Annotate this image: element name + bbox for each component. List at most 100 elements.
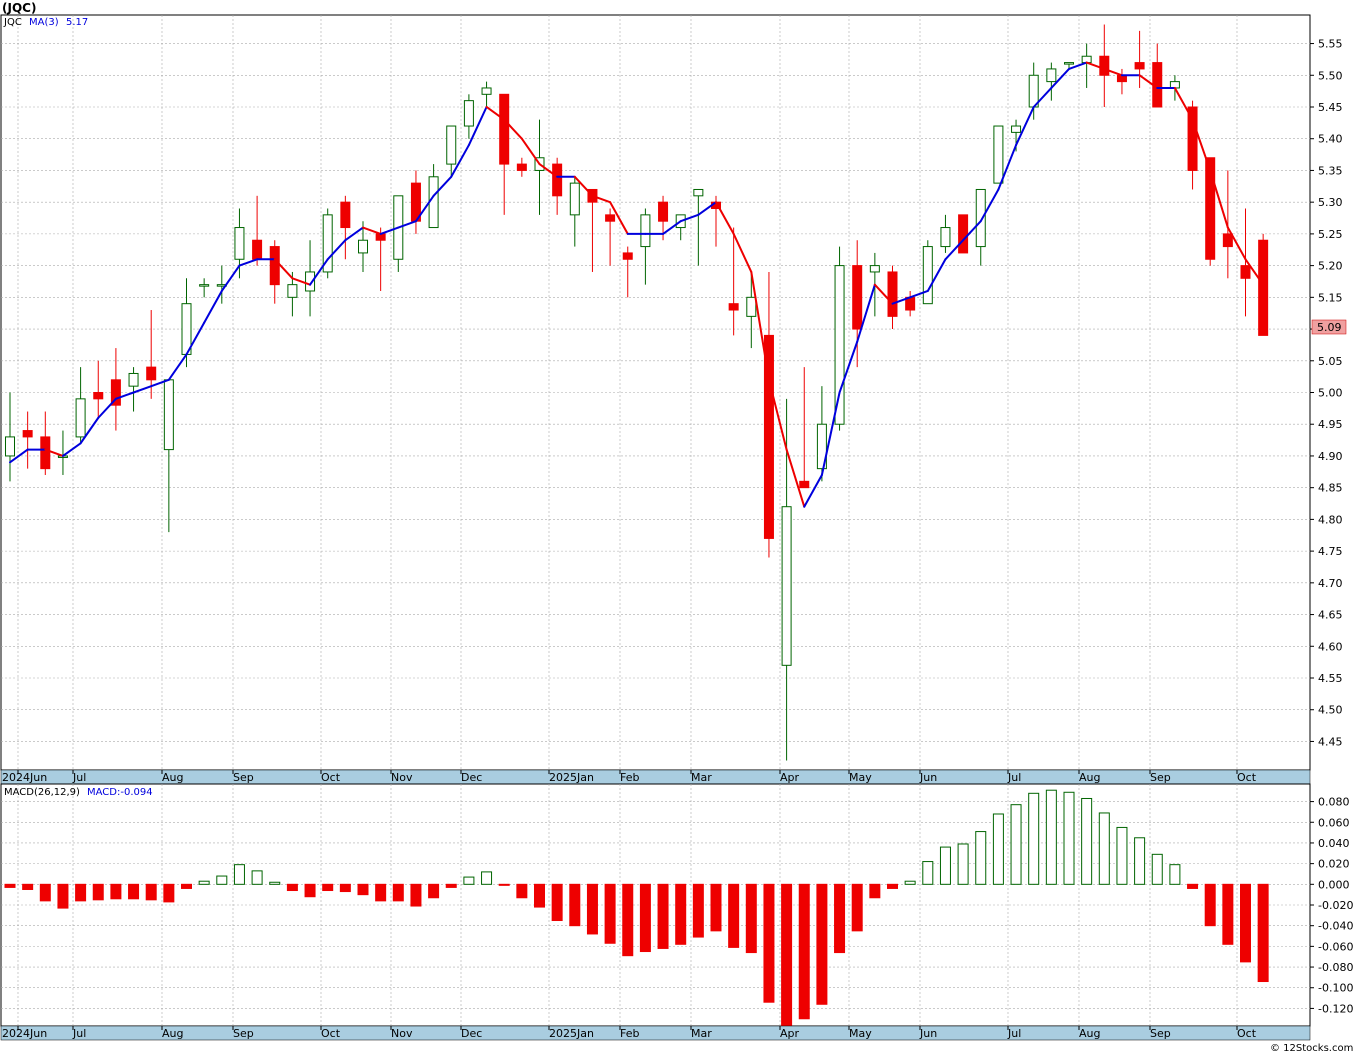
x-tick-label: Feb	[620, 771, 639, 784]
candle-body	[940, 227, 951, 248]
price-tick-label: 4.70	[1318, 577, 1343, 590]
macd-bar	[1257, 883, 1269, 983]
ma-segment	[432, 175, 453, 197]
x-tick-label: May	[849, 771, 872, 784]
ma-segment	[838, 340, 859, 394]
chart-title: (JQC)	[2, 1, 36, 15]
price-grid	[1, 15, 1310, 770]
macd-bar	[1116, 826, 1128, 885]
macd-bar	[1169, 864, 1181, 885]
macd-bar	[1081, 797, 1093, 885]
x-tick-label: Oct	[1237, 771, 1257, 784]
ma-segment	[9, 448, 29, 464]
macd-bar	[904, 880, 916, 885]
macd-bar	[410, 883, 422, 907]
legend-ma: MA(3)	[29, 17, 59, 28]
macd-bar	[339, 883, 351, 893]
x-tick-label: Oct	[321, 1027, 341, 1040]
x-tick-label: Jul	[72, 771, 86, 784]
ma-segment	[273, 258, 294, 280]
macd-bar	[1045, 789, 1057, 885]
ma-segment	[591, 194, 612, 204]
x-tick-label: Apr	[780, 1027, 800, 1040]
candle	[781, 398, 792, 761]
macd-bar	[728, 883, 740, 948]
ma-segment	[185, 321, 206, 356]
x-tick-label: Jul	[1007, 1027, 1021, 1040]
macd-bar	[639, 883, 651, 953]
candle-body	[516, 163, 527, 171]
macd-bar	[798, 883, 810, 1020]
x-tick-label: Dec	[461, 771, 482, 784]
ma-segment	[397, 220, 417, 229]
macd-bar	[375, 883, 387, 902]
price-tick-label: 4.50	[1318, 704, 1343, 717]
x-tick-label: Mar	[691, 771, 712, 784]
price-tick-label: 5.00	[1318, 387, 1343, 400]
price-tick-label: 4.60	[1318, 640, 1343, 653]
macd-bar	[481, 871, 493, 885]
candle	[834, 246, 845, 431]
candle-body	[305, 271, 316, 292]
candle	[940, 214, 951, 253]
macd-tick-label: -0.120	[1318, 1002, 1353, 1015]
macd-bar	[604, 883, 616, 944]
ma-segment	[909, 289, 929, 299]
candle-body	[1240, 265, 1251, 279]
price-tick-label: 5.30	[1318, 196, 1343, 209]
candle	[110, 348, 121, 431]
macd-tick-label: 0.020	[1318, 858, 1350, 871]
candle-body	[110, 379, 121, 406]
candle-body	[728, 303, 739, 311]
candle-body	[975, 188, 986, 248]
candle-body	[569, 182, 580, 216]
price-tick-label: 4.65	[1318, 609, 1343, 622]
ma-segment	[203, 289, 223, 324]
candle-body	[128, 372, 139, 387]
candle	[640, 208, 651, 285]
candle-body	[816, 423, 827, 470]
candle-body	[481, 87, 492, 95]
macd-bar	[163, 883, 175, 903]
price-tick-label: 4.80	[1318, 513, 1343, 526]
macd-bar	[75, 883, 87, 902]
ma-segment	[309, 258, 329, 286]
candle	[693, 188, 704, 266]
ma-segment	[1015, 105, 1035, 147]
macd-bar	[198, 880, 210, 885]
x-tick-label: Jul	[1007, 771, 1021, 784]
macd-tick-label: 0.060	[1318, 816, 1350, 829]
price-tick-label: 5.45	[1318, 101, 1343, 114]
ma-segment	[61, 442, 82, 457]
x-tick-label: 2025Jan	[549, 1027, 594, 1040]
macd-bar	[957, 843, 969, 885]
candle-body	[252, 239, 263, 260]
candle-body	[746, 296, 757, 317]
candle-body	[22, 430, 33, 438]
macd-bar	[1063, 791, 1075, 885]
candle-body	[269, 246, 280, 286]
macd-bar	[1134, 837, 1146, 885]
ma-segment	[767, 378, 788, 451]
candle	[322, 208, 333, 279]
ma-segment	[750, 270, 770, 381]
macd-bar	[869, 883, 881, 899]
candle	[1046, 62, 1057, 101]
macd-bar	[569, 883, 581, 927]
x-tick-label: Mar	[691, 1027, 712, 1040]
candle-body	[40, 436, 51, 470]
candle	[958, 214, 969, 254]
candle-body	[1046, 68, 1057, 83]
ma-segment	[944, 239, 965, 261]
candle-body	[446, 125, 457, 165]
macd-tick-label: 0.080	[1318, 796, 1350, 809]
candle	[746, 271, 757, 349]
ma-segment	[873, 283, 894, 305]
candle-body	[552, 163, 563, 197]
macd-bar	[57, 883, 69, 909]
ma-segment	[167, 353, 188, 381]
price-tick-label: 4.55	[1318, 672, 1343, 685]
price-tick-label: 5.40	[1318, 133, 1343, 146]
ma-segment	[679, 213, 700, 223]
candle	[516, 157, 527, 177]
